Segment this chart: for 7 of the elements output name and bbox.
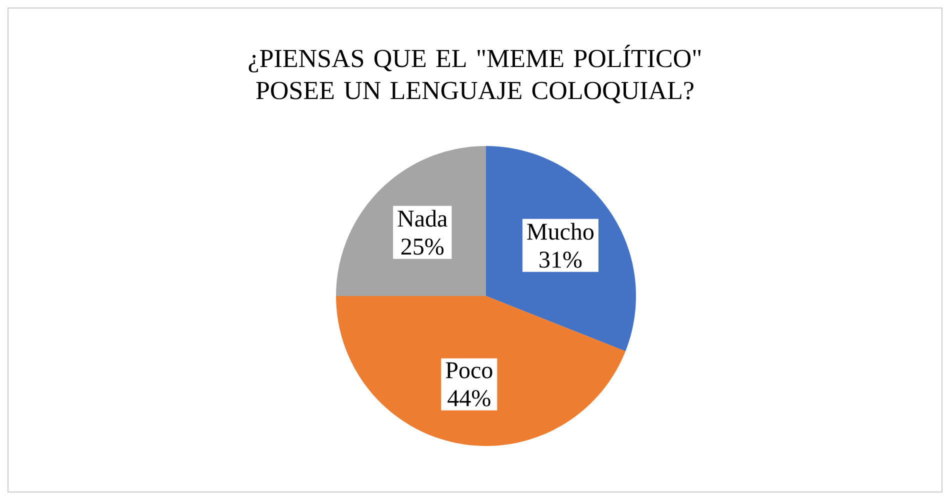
slice-label: Nada <box>398 210 448 227</box>
data-label: 31% <box>540 252 582 268</box>
slice-label: Poco <box>446 362 492 378</box>
chart-title: ¿PIENSAS QUE EL "MEME POLÍTICO" POSEE UN LENGUAJE COLOQUIAL? <box>248 44 701 104</box>
data-label: 44% <box>448 390 490 406</box>
data-label: 25% <box>401 238 444 255</box>
slice-label: Mucho <box>527 222 594 240</box>
